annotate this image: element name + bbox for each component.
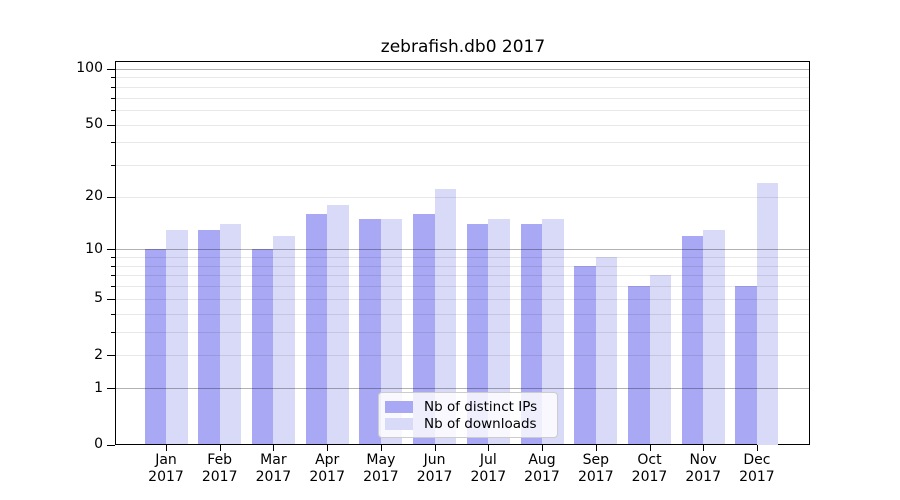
bar-downloads-jun	[434, 189, 457, 445]
y-tick-5	[107, 298, 115, 300]
y-tick-label-100: 100	[76, 60, 103, 77]
y-minor-tick-40	[111, 142, 115, 144]
x-tick-sep	[595, 445, 597, 451]
y-tick-50	[107, 124, 115, 126]
bar-distinct-ips-aug	[520, 224, 542, 445]
y-minor-tick-30	[111, 165, 115, 166]
y-minor-tick-80	[111, 86, 115, 88]
legend-item-distinct-ips: Nb of distinct IPs	[385, 398, 549, 415]
bar-downloads-dec	[756, 182, 779, 445]
bar-downloads-oct	[649, 275, 671, 445]
x-tick-label-mar: Mar 2017	[255, 452, 292, 485]
y-tick-label-5: 5	[94, 290, 103, 307]
bar-distinct-ips-jan	[144, 249, 166, 445]
bars-layer	[116, 62, 809, 445]
y-tick-label-10: 10	[85, 240, 103, 257]
y-minor-tick-60	[111, 109, 115, 111]
x-tick-aug	[542, 445, 543, 451]
y-tick-label-50: 50	[85, 116, 103, 132]
bar-downloads-may	[380, 218, 403, 445]
y-tick-label-1: 1	[94, 379, 103, 396]
bar-distinct-ips-apr	[305, 213, 328, 445]
x-tick-label-jun: Jun 2017	[416, 452, 453, 485]
bar-distinct-ips-dec	[735, 286, 757, 445]
bar-downloads-sep	[595, 257, 618, 445]
y-tick-label-2: 2	[94, 346, 103, 363]
x-tick-feb	[219, 445, 221, 451]
y-tick-100	[107, 68, 115, 70]
x-tick-may	[380, 445, 382, 451]
y-minor-tick-3	[111, 331, 115, 333]
bar-distinct-ips-nov	[681, 235, 704, 445]
x-tick-dec	[756, 445, 758, 451]
y-tick-20	[107, 196, 115, 198]
bar-distinct-ips-mar	[251, 249, 274, 445]
x-tick-label-apr: Apr 2017	[309, 452, 345, 485]
x-tick-jul	[488, 445, 490, 451]
x-tick-label-jan: Jan 2017	[148, 452, 184, 485]
legend-swatch-downloads	[385, 417, 413, 430]
y-minor-tick-7	[111, 275, 115, 277]
x-tick-label-oct: Oct 2017	[631, 452, 668, 485]
x-tick-label-dec: Dec 2017	[739, 452, 775, 485]
y-tick-label-0: 0	[94, 436, 103, 452]
x-tick-jan	[166, 445, 167, 451]
bar-downloads-apr	[327, 204, 349, 445]
bar-distinct-ips-feb	[198, 229, 220, 445]
bar-distinct-ips-oct	[628, 286, 650, 445]
y-minor-tick-4	[111, 313, 115, 315]
y-tick-0	[107, 444, 115, 446]
x-tick-label-feb: Feb 2017	[201, 452, 238, 485]
y-minor-tick-9	[111, 257, 115, 259]
x-tick-apr	[327, 445, 329, 451]
y-minor-tick-90	[111, 77, 115, 79]
x-tick-label-jul: Jul 2017	[470, 452, 507, 485]
legend: Nb of distinct IPs Nb of downloads	[378, 392, 558, 438]
bar-downloads-jan	[166, 229, 188, 445]
bar-distinct-ips-sep	[574, 265, 596, 445]
y-tick-10	[107, 249, 115, 251]
legend-label-downloads: Nb of downloads	[424, 415, 537, 432]
x-tick-nov	[703, 445, 705, 451]
x-tick-label-sep: Sep 2017	[577, 452, 614, 485]
x-tick-oct	[649, 445, 651, 451]
bar-downloads-aug	[542, 218, 564, 445]
x-tick-label-aug: Aug 2017	[524, 452, 560, 485]
legend-swatch-distinct-ips	[385, 400, 413, 413]
legend-label-distinct-ips: Nb of distinct IPs	[424, 398, 538, 415]
x-tick-jun	[434, 445, 436, 451]
bar-downloads-nov	[703, 229, 725, 445]
bar-downloads-feb	[219, 224, 242, 445]
x-tick-mar	[273, 445, 275, 451]
y-minor-tick-70	[111, 97, 115, 99]
plot-area: Nb of distinct IPs Nb of downloads	[115, 61, 810, 445]
chart-title: zebrafish.db0 2017	[380, 37, 546, 57]
y-minor-tick-6	[111, 286, 115, 288]
bar-downloads-mar	[273, 235, 295, 445]
y-minor-tick-8	[111, 265, 115, 267]
legend-item-downloads: Nb of downloads	[385, 415, 549, 432]
bar-downloads-jul	[488, 218, 510, 445]
y-tick-1	[107, 388, 115, 390]
x-tick-label-nov: Nov 2017	[685, 452, 721, 485]
bar-distinct-ips-may	[359, 218, 381, 445]
x-tick-label-may: May 2017	[363, 452, 399, 485]
bar-distinct-ips-jun	[413, 213, 435, 445]
bar-distinct-ips-jul	[466, 224, 489, 445]
y-tick-label-20: 20	[85, 188, 103, 205]
y-tick-2	[107, 355, 115, 357]
